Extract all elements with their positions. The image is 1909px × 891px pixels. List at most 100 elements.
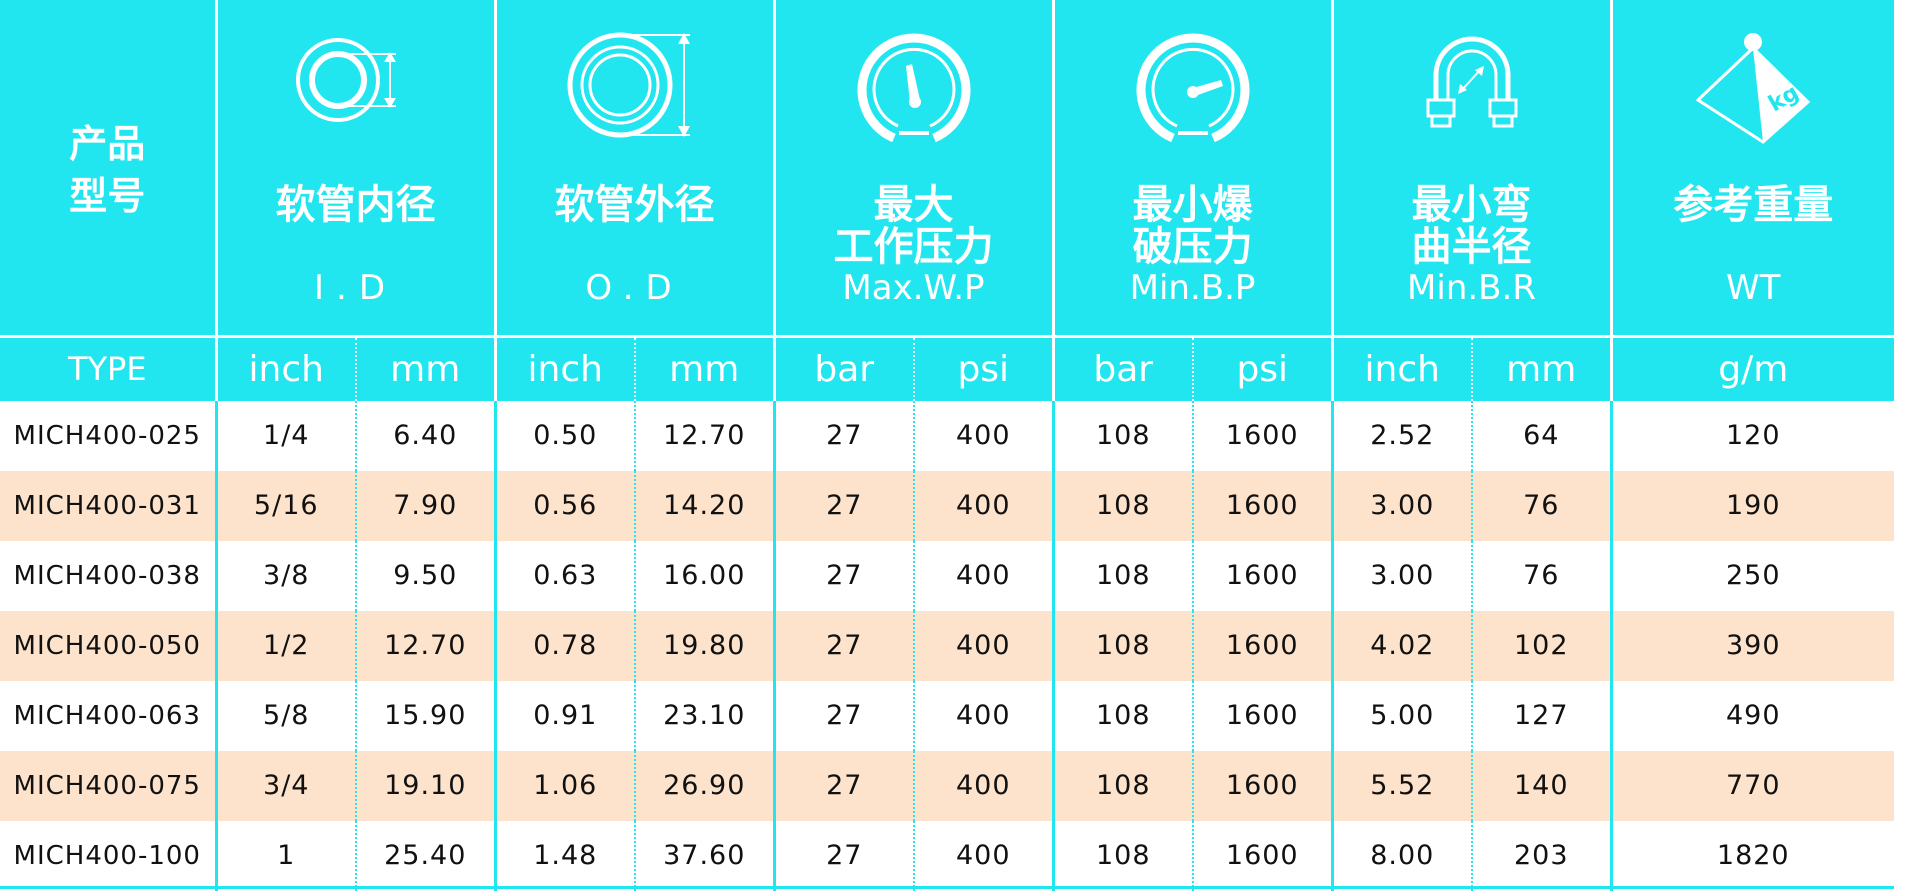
unit-id-mm: mm <box>355 335 495 401</box>
cell-br-mm: 127 <box>1471 680 1611 751</box>
cell-br-inch: 8.00 <box>1330 820 1472 891</box>
cell-br-mm: 203 <box>1471 820 1611 891</box>
cell-bp-psi: 1600 <box>1192 820 1332 891</box>
table-bottom-border <box>0 886 1894 889</box>
cell-od-mm: 23.10 <box>634 680 774 751</box>
maxwp-title-line1: 最大 <box>873 182 954 228</box>
table-row: MICH400-050 1/2 12.70 0.78 19.80 27 400 108 1600… <box>0 610 1894 681</box>
cell-od-inch: 0.78 <box>493 610 635 681</box>
cell-br-inch: 4.02 <box>1330 610 1472 681</box>
cell-id-inch: 5/8 <box>214 680 356 751</box>
cell-type: MICH400-025 <box>13 420 201 451</box>
table-row: MICH400-063 5/8 15.90 0.91 23.10 27 400 108 1600… <box>0 680 1894 751</box>
cell-id-mm: 9.50 <box>355 540 495 611</box>
minbr-abbr: Min.B.R <box>1407 268 1536 308</box>
wt-abbr: WT <box>1726 268 1781 308</box>
header-maxwp-cell: 最大 工作压力 Max.W.P <box>772 0 1053 337</box>
table-row: MICH400-075 3/4 19.10 1.06 26.90 27 400 108 1600… <box>0 750 1894 821</box>
burst-gauge-icon <box>1136 33 1249 143</box>
cell-wp-bar: 27 <box>772 540 914 611</box>
cell-id-inch: 1/2 <box>214 610 356 681</box>
cell-id-mm: 19.10 <box>355 750 495 821</box>
cell-br-inch: 3.00 <box>1330 470 1472 541</box>
cell-wp-psi: 400 <box>913 470 1053 541</box>
cell-bp-bar: 108 <box>1051 470 1193 541</box>
unit-bp-psi: psi <box>1192 335 1332 401</box>
unit-br-mm: mm <box>1471 335 1611 401</box>
cell-wp-psi: 400 <box>913 610 1053 681</box>
minbr-title-line1: 最小弯 <box>1411 182 1532 228</box>
pressure-gauge-icon <box>857 33 970 143</box>
header-id-cell: 软管内径 I.D <box>214 0 495 337</box>
cell-wp-bar: 27 <box>772 470 914 541</box>
cell-wp-bar: 27 <box>772 610 914 681</box>
od-abbr: O.D <box>585 268 684 308</box>
hose-outer-diameter-icon <box>567 32 690 138</box>
unit-wp-psi: psi <box>913 335 1053 401</box>
table-row: MICH400-031 5/16 7.90 0.56 14.20 27 400 108 1600… <box>0 470 1894 541</box>
cell-wp-bar: 27 <box>772 820 914 891</box>
cell-wp-psi: 400 <box>913 540 1053 611</box>
cell-id-mm: 12.70 <box>355 610 495 681</box>
cell-bp-bar: 108 <box>1051 400 1193 471</box>
cell-wp-psi: 400 <box>913 750 1053 821</box>
unit-bp-bar: bar <box>1051 335 1193 401</box>
cell-br-inch: 5.00 <box>1330 680 1472 751</box>
cell-id-inch: 5/16 <box>214 470 356 541</box>
unit-od-mm: mm <box>634 335 774 401</box>
type-title-line1: 产品 <box>69 122 146 166</box>
cell-br-mm: 76 <box>1471 470 1611 541</box>
cell-wt-gm: 120 <box>1609 400 1894 471</box>
cell-id-mm: 25.40 <box>355 820 495 891</box>
minbp-abbr: Min.B.P <box>1129 268 1256 308</box>
id-abbr: I.D <box>313 268 397 308</box>
unit-type: TYPE <box>0 335 216 401</box>
cell-bp-psi: 1600 <box>1192 680 1332 751</box>
unit-row: TYPE inch mm inch mm bar psi bar psi inc… <box>0 335 1894 401</box>
unit-id-inch: inch <box>214 335 356 401</box>
cell-wp-psi: 400 <box>913 400 1053 471</box>
unit-wt-gm: g/m <box>1609 335 1894 401</box>
cell-od-inch: 0.56 <box>493 470 635 541</box>
cell-od-mm: 37.60 <box>634 820 774 891</box>
cell-wp-bar: 27 <box>772 680 914 751</box>
cell-bp-psi: 1600 <box>1192 470 1332 541</box>
cell-type: MICH400-063 <box>13 700 201 731</box>
cell-wp-bar: 27 <box>772 750 914 821</box>
cell-wt-gm: 490 <box>1609 680 1894 751</box>
cell-od-inch: 0.63 <box>493 540 635 611</box>
cell-type: MICH400-050 <box>0 610 216 681</box>
cell-wt-gm: 390 <box>1609 610 1894 681</box>
maxwp-title-line2: 工作压力 <box>833 224 994 270</box>
unit-br-inch: inch <box>1330 335 1472 401</box>
cell-bp-psi: 1600 <box>1192 750 1332 821</box>
hose-inner-diameter-icon <box>295 38 396 122</box>
cell-bp-psi: 1600 <box>1192 400 1332 471</box>
cell-od-inch: 1.06 <box>493 750 635 821</box>
cell-br-mm: 64 <box>1471 400 1611 471</box>
table-row: MICH400-025 1/4 6.40 0.50 12.70 27 400 108 1600 2… <box>0 400 1894 471</box>
cell-od-inch: 0.91 <box>493 680 635 751</box>
cell-od-mm: 14.20 <box>634 470 774 541</box>
cell-wp-psi: 400 <box>913 820 1053 891</box>
minbp-title-line1: 最小爆 <box>1132 182 1253 228</box>
cell-id-inch: 1 <box>214 820 356 891</box>
cell-type: MICH400-075 <box>0 750 216 821</box>
cell-br-mm: 140 <box>1471 750 1611 821</box>
cell-br-mm: 76 <box>1471 540 1611 611</box>
minbr-title-line2: 曲半径 <box>1411 224 1532 270</box>
cell-bp-bar: 108 <box>1051 820 1193 891</box>
table-row: MICH400-038 3/8 9.50 0.63 16.00 27 400 108 1600 3… <box>0 540 1894 611</box>
cell-od-inch: 0.50 <box>493 400 635 471</box>
cell-id-mm: 7.90 <box>355 470 495 541</box>
cell-id-mm: 6.40 <box>355 400 495 471</box>
weight-kg-icon: kg <box>1695 33 1811 144</box>
cell-br-inch: 5.52 <box>1330 750 1472 821</box>
cell-wt-gm: 1820 <box>1609 820 1894 891</box>
maxwp-abbr: Max.W.P <box>842 268 985 308</box>
cell-wp-bar: 27 <box>772 400 914 471</box>
od-title: 软管外径 <box>554 182 715 228</box>
header-minbp-cell: 最小爆 破压力 Min.B.P <box>1051 0 1332 337</box>
cell-bp-bar: 108 <box>1051 610 1193 681</box>
id-title: 软管内径 <box>275 182 436 228</box>
